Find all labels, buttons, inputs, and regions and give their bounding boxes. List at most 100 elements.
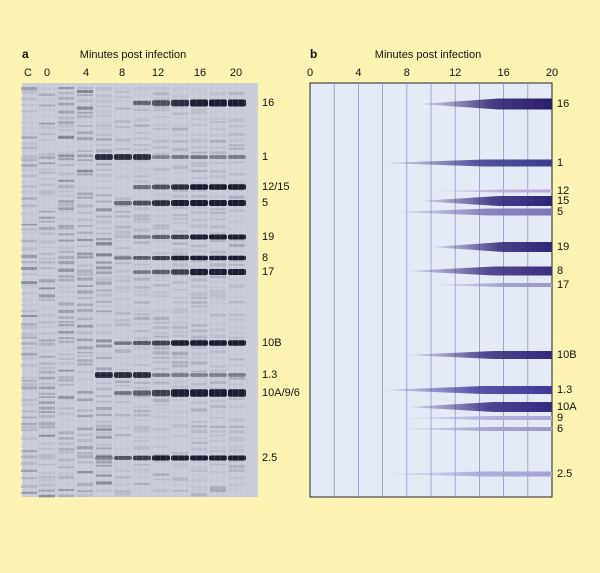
gel-band — [229, 425, 245, 428]
gel-band — [172, 206, 188, 210]
lane-label: 20 — [230, 67, 242, 79]
gel-band — [77, 218, 93, 221]
gel-band — [172, 489, 188, 492]
gel-band — [58, 482, 74, 486]
gel-band — [96, 227, 112, 230]
gel-band — [152, 455, 170, 461]
gel-band — [21, 477, 37, 480]
gel-band — [133, 200, 151, 206]
gel-band — [153, 275, 169, 279]
gel-band — [58, 309, 74, 313]
gel-band — [21, 416, 37, 419]
gel-band — [210, 133, 226, 137]
gel-band — [58, 448, 74, 451]
gel-band — [77, 204, 93, 208]
gel-band — [210, 280, 226, 284]
gel-band — [153, 454, 169, 457]
gel-band — [153, 331, 169, 335]
gel-band — [228, 269, 246, 275]
gel-band — [229, 439, 245, 442]
gel-band — [153, 388, 169, 391]
gel-band — [152, 184, 170, 190]
gel-band — [172, 165, 188, 170]
gel-band — [210, 297, 226, 301]
gel-band — [58, 279, 74, 282]
gel-band — [39, 139, 55, 142]
gel-band — [77, 414, 93, 418]
band-label: 8 — [262, 252, 268, 264]
band-wedge — [394, 208, 552, 216]
gel-band — [191, 309, 207, 314]
gel-band — [172, 451, 188, 455]
gel-band — [191, 489, 207, 492]
gel-band — [96, 331, 112, 334]
gel-band — [229, 180, 245, 184]
gel-band — [210, 290, 226, 294]
band-label: 8 — [557, 265, 563, 277]
gel-band — [96, 163, 112, 166]
gel-band — [39, 483, 55, 487]
gel-band — [77, 173, 93, 176]
gel-band — [190, 389, 208, 397]
gel-band — [153, 233, 169, 236]
gel-band — [229, 325, 245, 329]
gel-band — [229, 483, 245, 487]
gel-band — [115, 279, 131, 283]
gel-band — [77, 273, 93, 276]
gel-band — [96, 94, 112, 97]
gel-band — [21, 261, 37, 264]
gel-band — [191, 292, 207, 296]
gel-band — [39, 183, 55, 186]
gel-band — [58, 233, 74, 236]
gel-band — [21, 422, 37, 426]
gel-band — [210, 308, 226, 311]
gel-band — [77, 346, 93, 350]
gel-streak — [136, 83, 137, 497]
gel-band — [191, 346, 207, 350]
gel-band — [115, 90, 131, 93]
gel-band — [115, 290, 131, 293]
gel-band — [229, 372, 245, 376]
gel-band — [172, 251, 188, 256]
gel-band — [210, 463, 226, 466]
band-wedge — [418, 196, 552, 206]
gel-band — [172, 330, 188, 334]
gel-band — [153, 116, 169, 118]
gel-band — [77, 475, 93, 478]
gel-band — [172, 346, 188, 350]
gel-band — [191, 146, 207, 149]
gel-band — [96, 300, 112, 303]
gel-band — [153, 159, 169, 162]
gel-band — [191, 329, 207, 333]
gel-band — [229, 91, 245, 96]
gel-band — [172, 106, 188, 109]
gel-band — [96, 481, 112, 485]
gel-band — [191, 317, 207, 321]
gel-band — [96, 179, 112, 182]
gel-streak — [184, 83, 185, 497]
gel-band — [58, 442, 74, 445]
gel-band — [115, 96, 131, 99]
gel-band — [39, 171, 55, 175]
gel-band — [21, 136, 37, 139]
gel-band — [210, 263, 226, 267]
gel-band — [229, 445, 245, 448]
gel-band — [58, 268, 74, 272]
gel-band — [191, 400, 207, 405]
gel-band — [134, 449, 150, 452]
gel-band — [190, 155, 208, 159]
band-label: 1.3 — [557, 384, 572, 396]
gel-band — [39, 321, 55, 324]
gel-band — [172, 462, 188, 466]
gel-band — [58, 488, 74, 492]
gel-band — [153, 108, 169, 112]
gel-band — [210, 169, 226, 174]
gel-band — [115, 380, 131, 384]
gel-band — [191, 118, 207, 121]
gel-band — [210, 285, 226, 289]
gel-band — [153, 373, 169, 377]
gel-band — [39, 287, 55, 290]
gel-band — [153, 406, 169, 410]
gel-band — [115, 148, 131, 150]
gel-band — [134, 440, 150, 442]
